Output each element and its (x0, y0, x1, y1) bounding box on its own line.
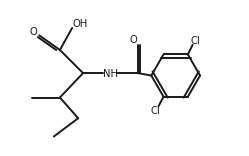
Text: Cl: Cl (191, 36, 201, 46)
Text: O: O (130, 35, 137, 45)
Text: OH: OH (72, 19, 87, 29)
Text: NH: NH (103, 69, 118, 79)
Text: Cl: Cl (151, 106, 160, 116)
Text: O: O (30, 27, 38, 37)
